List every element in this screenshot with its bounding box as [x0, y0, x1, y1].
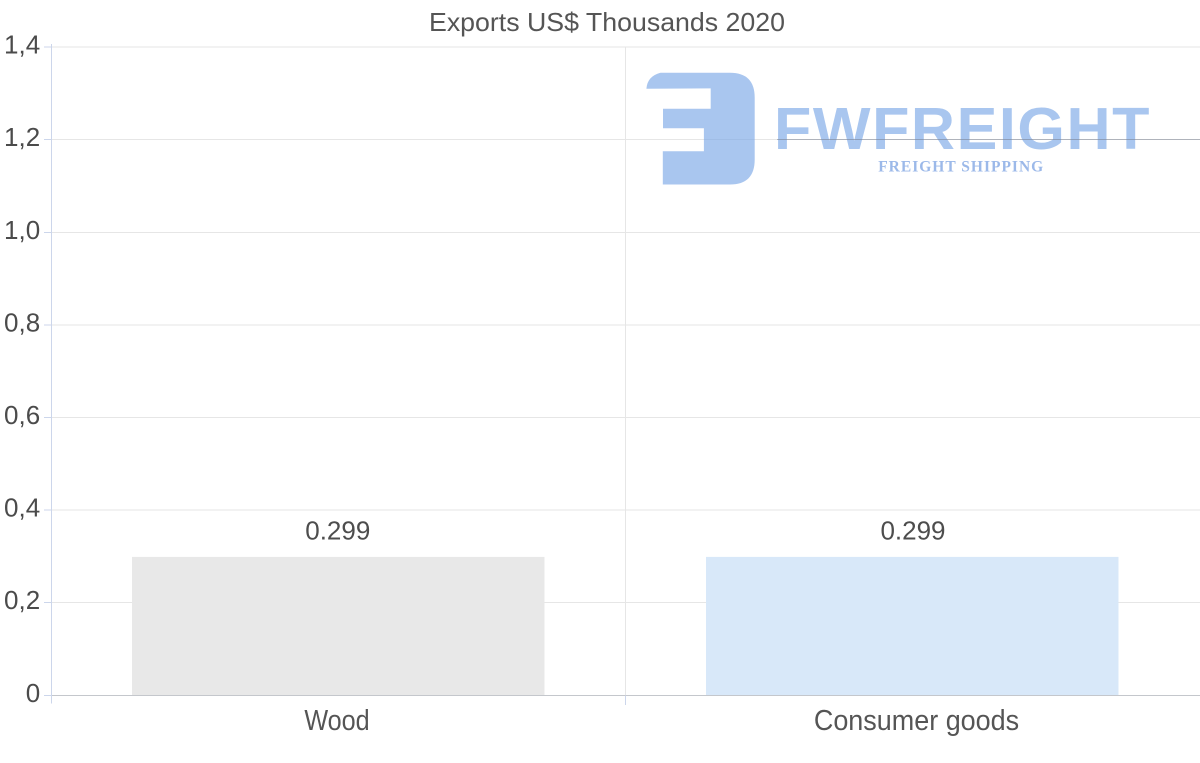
svg-text:FWFREIGHT: FWFREIGHT	[774, 96, 1151, 162]
svg-text:Consumer goods: Consumer goods	[814, 705, 1019, 737]
svg-text:0.299: 0.299	[305, 515, 370, 545]
svg-text:Exports US$ Thousands 2020: Exports US$ Thousands 2020	[429, 7, 785, 37]
svg-text:0: 0	[26, 678, 40, 708]
svg-text:1,4: 1,4	[4, 30, 40, 60]
svg-text:FREIGHT SHIPPING: FREIGHT SHIPPING	[878, 159, 1043, 176]
svg-text:Wood: Wood	[304, 705, 369, 737]
svg-text:1,2: 1,2	[4, 122, 40, 152]
svg-text:0,8: 0,8	[4, 307, 40, 337]
svg-text:0.299: 0.299	[880, 515, 945, 545]
svg-text:0,4: 0,4	[4, 493, 40, 523]
svg-text:0,6: 0,6	[4, 400, 40, 430]
svg-text:1,0: 1,0	[4, 215, 40, 245]
svg-text:0,2: 0,2	[4, 585, 40, 615]
